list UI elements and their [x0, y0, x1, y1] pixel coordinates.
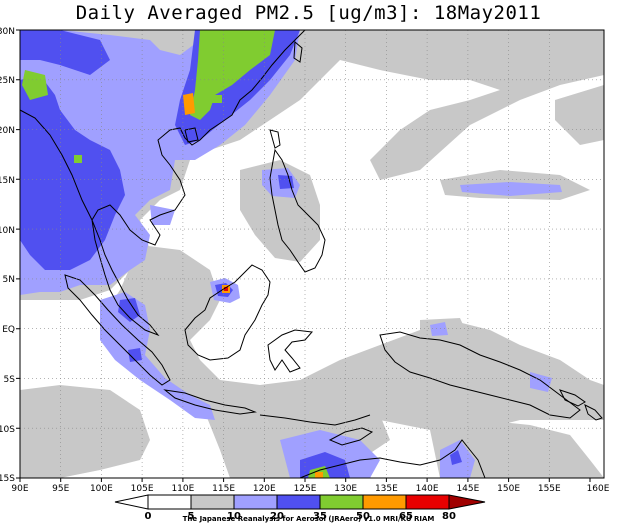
colorbar-label: 50: [356, 511, 370, 522]
lat-label: 15N: [0, 176, 15, 186]
colorbar-segment: [276, 494, 321, 510]
lon-label: 150E: [497, 484, 520, 494]
colorbar-label: 5: [188, 511, 195, 522]
lat-label: 30N: [0, 27, 15, 37]
map-frame: [19, 29, 605, 479]
lat-label: 10N: [0, 226, 15, 236]
lon-label: 105E: [131, 484, 154, 494]
colorbar-segment: [362, 494, 407, 510]
data-credit: The Japanese Reanalysis for Aerosol (JRA…: [182, 515, 435, 523]
colorbar-segment: [405, 494, 450, 510]
lon-label: 155E: [538, 484, 561, 494]
lon-label: 120E: [253, 484, 276, 494]
lat-label: 5N: [3, 275, 15, 285]
grid: [20, 30, 604, 478]
lon-labels: 90E 95E 100E 105E 110E 115E 120E 125E 13…: [11, 484, 609, 494]
concentration-field: [20, 30, 604, 478]
lon-label: 145E: [456, 484, 479, 494]
colorbar-label: 65: [399, 511, 413, 522]
coastlines: [20, 30, 603, 478]
lat-label: 5S: [4, 375, 16, 385]
lat-label: EQ: [2, 325, 15, 335]
colorbar-label: 10: [227, 511, 241, 522]
lon-label: 110E: [171, 484, 194, 494]
colorbar: 0 5 10 20 35 50 65 80: [114, 494, 486, 522]
lon-label: 135E: [375, 484, 398, 494]
colorbar-segment: [233, 494, 278, 510]
colorbar-label: 35: [313, 511, 327, 522]
lon-label: 130E: [334, 484, 357, 494]
lon-label: 95E: [52, 484, 69, 494]
lat-label: 10S: [0, 425, 15, 435]
lat-label: 15S: [0, 474, 15, 484]
colorbar-segment: [114, 494, 149, 510]
green-band: [22, 30, 330, 478]
colorbar-label: 20: [270, 511, 284, 522]
colorbar-label: 80: [442, 511, 456, 522]
lon-label: 115E: [212, 484, 235, 494]
lat-label: 20N: [0, 126, 15, 136]
lon-label: 100E: [90, 484, 113, 494]
colorbar-label: 0: [145, 511, 152, 522]
colorbar-segment: [147, 494, 192, 510]
tick-marks: [16, 29, 591, 482]
lon-label: 160E: [587, 484, 610, 494]
lat-labels: 30N 25N 20N 15N 10N 5N EQ 5S 10S 15S: [0, 27, 15, 484]
lat-label: 25N: [0, 76, 15, 86]
lon-label: 90E: [11, 484, 28, 494]
map-title: Daily Averaged PM2.5 [ug/m3]: 18May2011: [75, 2, 542, 24]
colorbar-segment: [448, 494, 486, 510]
colorbar-segment: [319, 494, 364, 510]
colorbar-segment: [190, 494, 235, 510]
lon-label: 140E: [416, 484, 439, 494]
lon-label: 125E: [294, 484, 317, 494]
